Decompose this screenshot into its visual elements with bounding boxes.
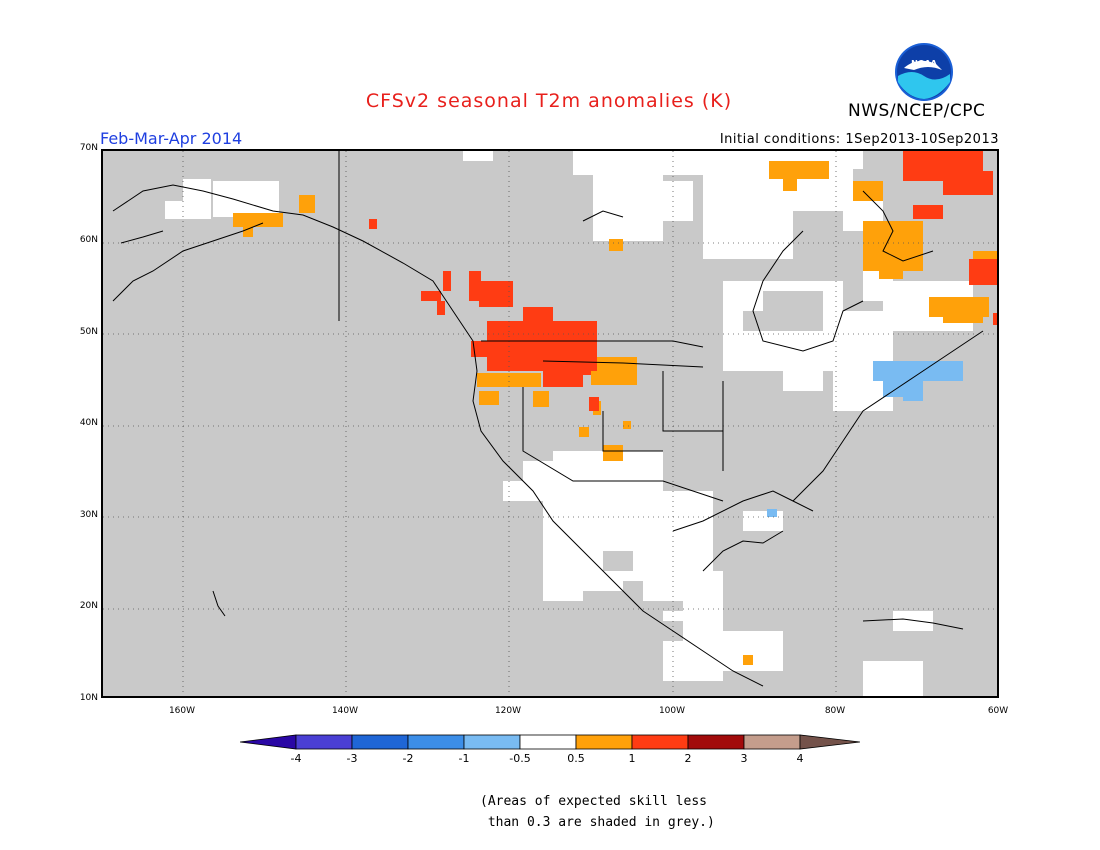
- colorbar-segment: [295, 734, 353, 750]
- lon-label: 140W: [331, 706, 359, 716]
- colorbar-segment: [519, 734, 577, 750]
- period-label: Feb-Mar-Apr 2014: [100, 129, 243, 148]
- neutral-areas: [165, 151, 973, 696]
- map-svg: [103, 151, 997, 696]
- lat-label: 70N: [79, 143, 98, 153]
- colorbar-segment: [575, 734, 633, 750]
- lon-label: 160W: [168, 706, 196, 716]
- colorbar-label: -2: [402, 752, 414, 765]
- initial-conditions-label: Initial conditions: 1Sep2013-10Sep2013: [719, 132, 999, 147]
- warm-anomaly-light: [233, 161, 997, 665]
- lon-label: 80W: [824, 706, 846, 716]
- colorbar-segment: [743, 734, 801, 750]
- colorbar-label: 2: [684, 752, 692, 765]
- lat-label: 60N: [79, 235, 98, 245]
- colorbar-label: -0.5: [509, 752, 531, 765]
- lon-label: 60W: [987, 706, 1009, 716]
- warm-anomaly-strong: [369, 151, 997, 411]
- colorbar-segment: [407, 734, 465, 750]
- colorbar-label: 3: [740, 752, 748, 765]
- colorbar-label: -4: [290, 752, 302, 765]
- colorbar-segment: [240, 734, 297, 750]
- colorbar-label: -3: [346, 752, 358, 765]
- graticule: [103, 151, 997, 696]
- colorbar: [240, 734, 860, 750]
- colorbar-label: 4: [796, 752, 804, 765]
- colorbar-segment: [799, 734, 860, 750]
- colorbar-segment: [463, 734, 521, 750]
- lon-label: 120W: [494, 706, 522, 716]
- noaa-logo-text: NOAA: [911, 59, 937, 68]
- lat-label: 10N: [79, 693, 98, 703]
- lat-label: 20N: [79, 601, 98, 611]
- colorbar-label: 1: [628, 752, 636, 765]
- cold-anomaly-light: [767, 361, 963, 517]
- colorbar-segment: [351, 734, 409, 750]
- skill-note: (Areas of expected skill less than 0.3 a…: [480, 794, 715, 830]
- anomaly-map: [101, 149, 999, 698]
- colorbar-label: -1: [458, 752, 470, 765]
- colorbar-label: 0.5: [567, 752, 585, 765]
- lat-label: 50N: [79, 327, 98, 337]
- colorbar-segment: [687, 734, 745, 750]
- chart-title: CFSv2 seasonal T2m anomalies (K): [365, 90, 733, 112]
- lat-label: 40N: [79, 418, 98, 428]
- colorbar-segment: [631, 734, 689, 750]
- noaa-logo: NOAA: [895, 43, 953, 101]
- coastlines: [112, 151, 984, 687]
- org-label: NWS/NCEP/CPC: [848, 101, 986, 121]
- lon-label: 100W: [658, 706, 686, 716]
- lat-label: 30N: [79, 510, 98, 520]
